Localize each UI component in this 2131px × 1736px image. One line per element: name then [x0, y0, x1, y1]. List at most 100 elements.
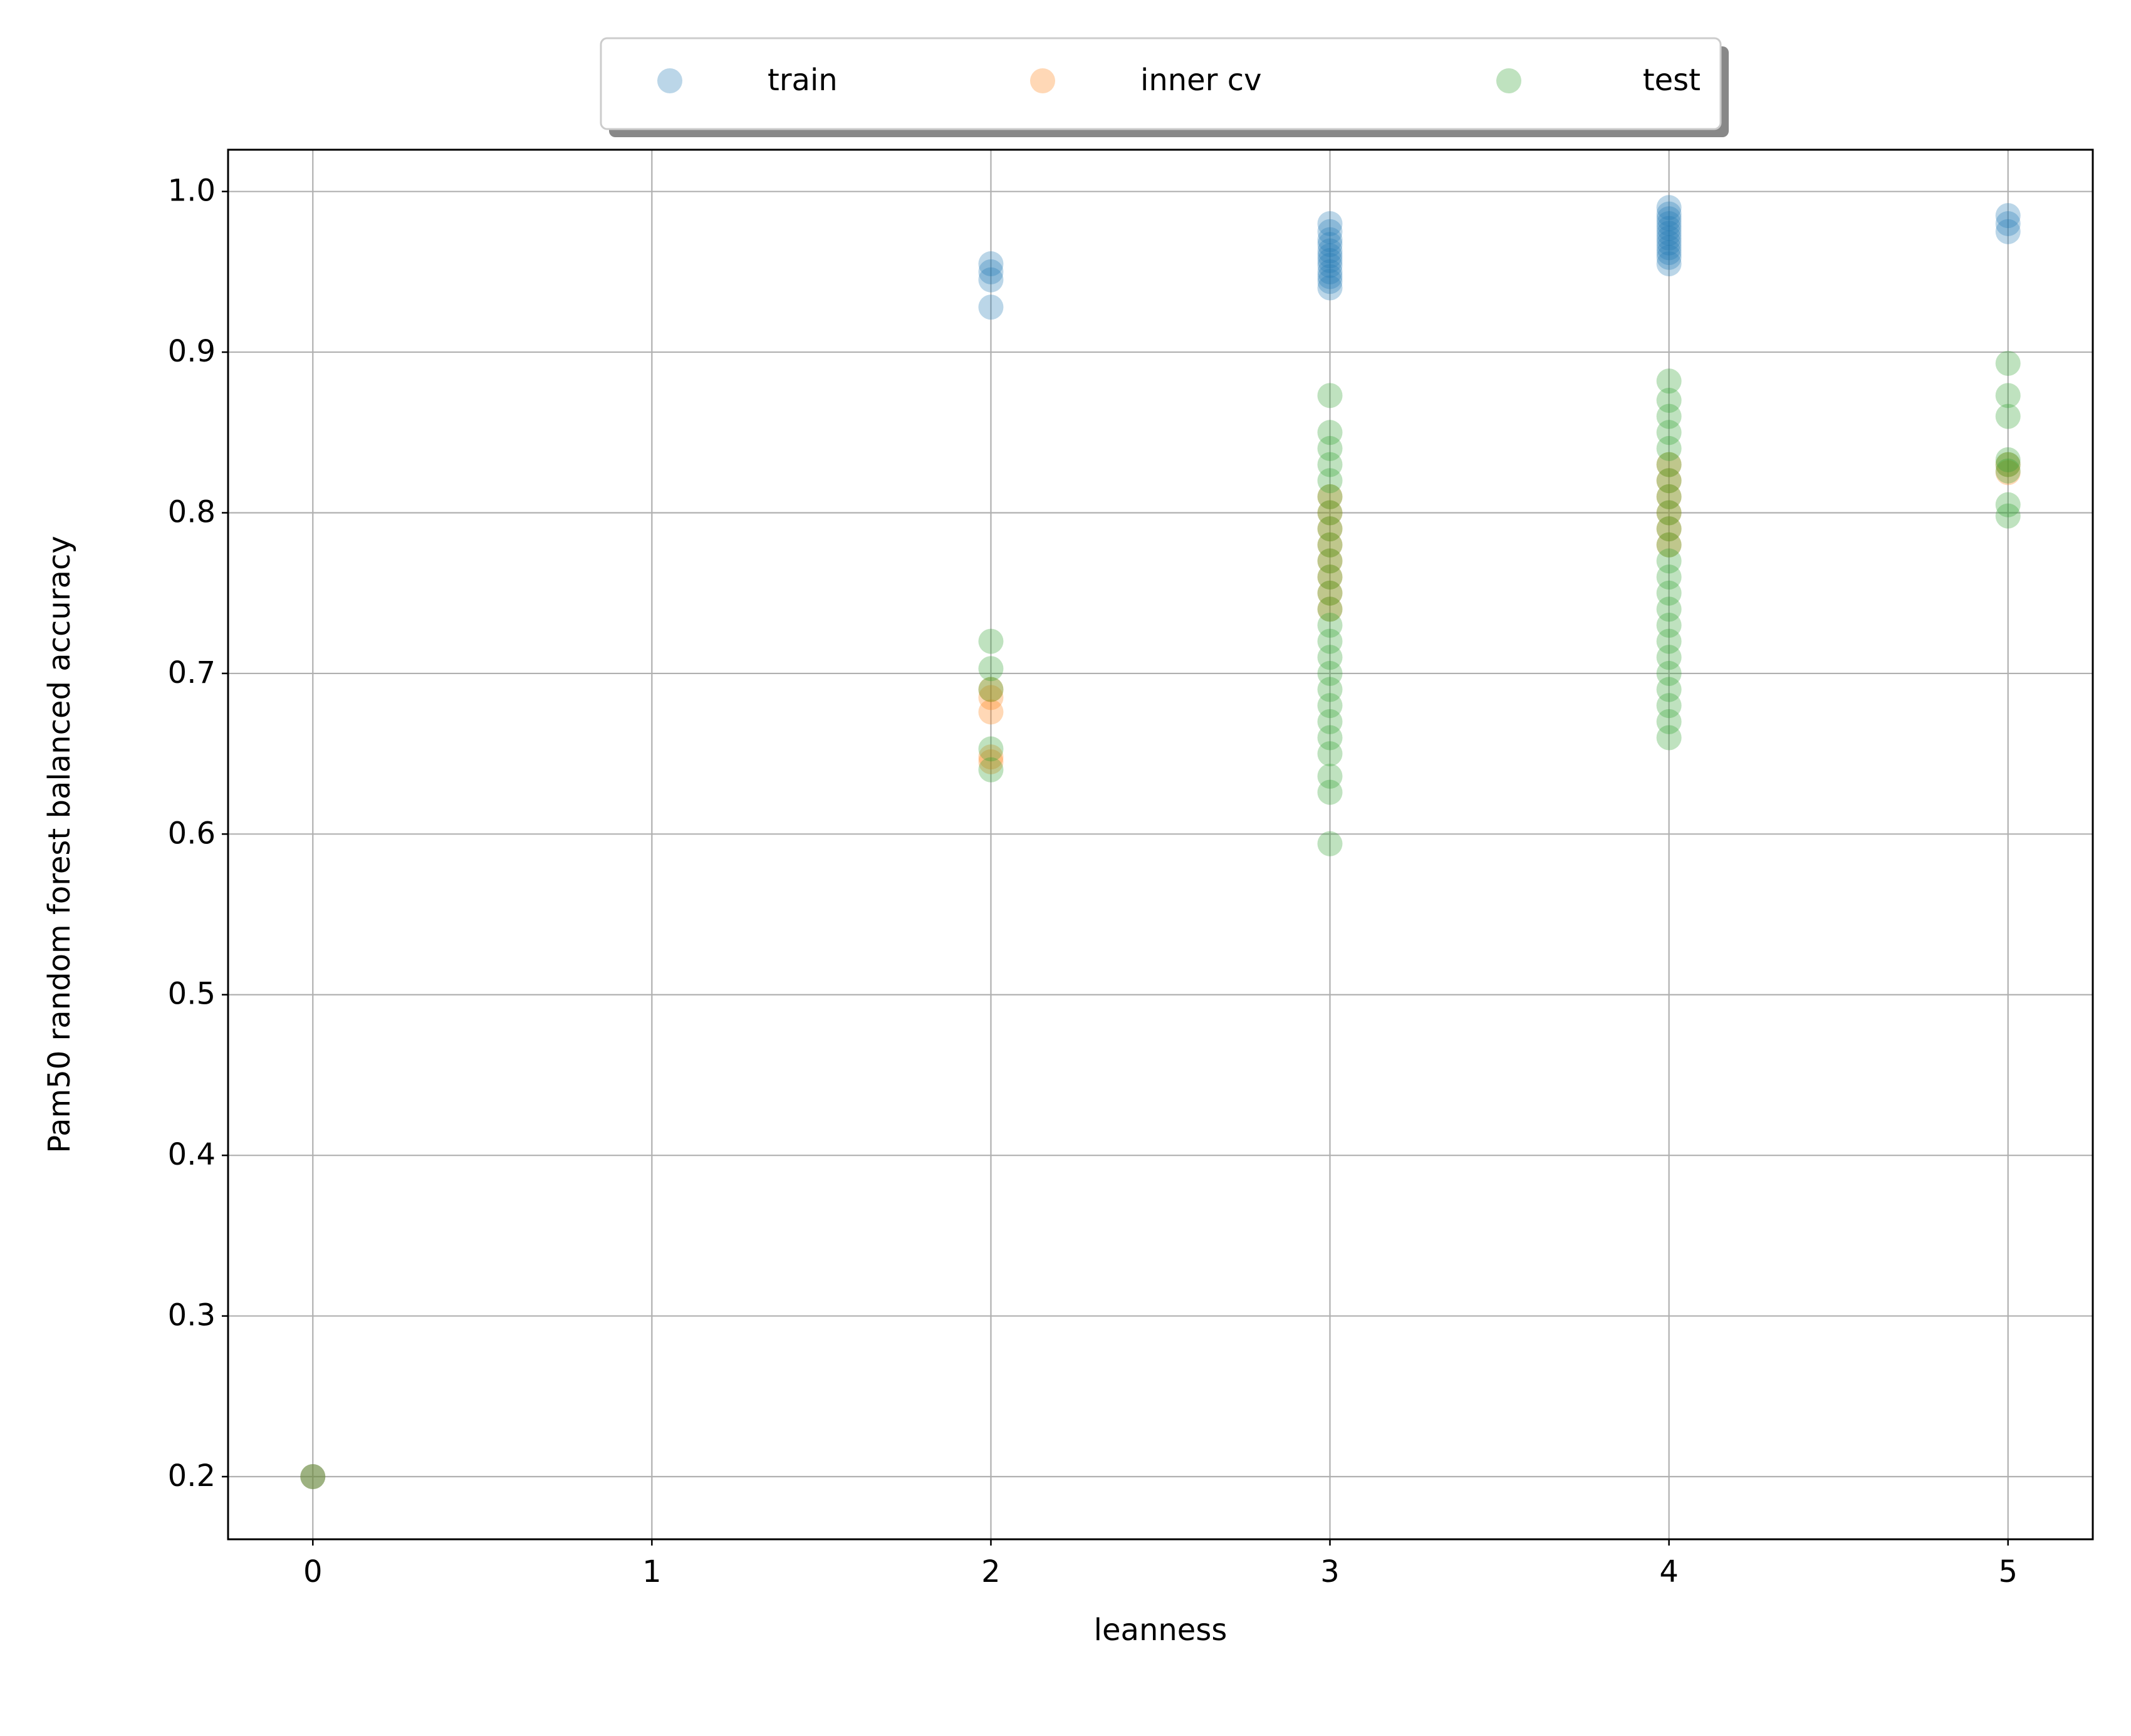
y-tick-label: 0.5: [168, 977, 216, 1012]
point: [978, 744, 1004, 770]
point: [1656, 564, 1682, 590]
point: [1656, 500, 1682, 526]
point: [1995, 383, 2021, 408]
point: [1656, 677, 1682, 702]
point: [1656, 596, 1682, 622]
point: [1995, 452, 2021, 477]
point: [1656, 628, 1682, 654]
point: [978, 685, 1004, 710]
point: [1317, 564, 1343, 590]
legend-label: inner cv: [1140, 63, 1262, 98]
point: [1317, 211, 1343, 236]
legend-entries: train inner cv test: [657, 63, 1701, 98]
point: [978, 251, 1004, 277]
point: [1995, 219, 2021, 244]
point: [1317, 548, 1343, 574]
point: [1317, 677, 1343, 702]
point: [1656, 452, 1682, 477]
point: [1317, 500, 1343, 526]
point: [1317, 628, 1343, 654]
x-tick-label: 2: [981, 1554, 1001, 1589]
point: [978, 656, 1004, 682]
point: [1995, 460, 2021, 486]
point: [1995, 492, 2021, 517]
point: [1656, 201, 1682, 227]
point: [978, 267, 1004, 293]
point: [1317, 227, 1343, 252]
point: [1656, 548, 1682, 574]
point: [1317, 532, 1343, 558]
point: [1317, 420, 1343, 445]
y-tick-label: 0.9: [168, 334, 216, 369]
point: [978, 699, 1004, 725]
point: [1656, 516, 1682, 542]
point: [1995, 452, 2021, 477]
legend-label: test: [1643, 63, 1701, 98]
point: [1656, 532, 1682, 558]
point: [1317, 564, 1343, 590]
y-tick-label: 0.6: [168, 816, 216, 851]
point: [978, 757, 1004, 782]
point: [1995, 403, 2021, 429]
point: [1317, 484, 1343, 509]
plot-frame: [227, 148, 2094, 1541]
point: [1317, 516, 1343, 542]
point: [1317, 660, 1343, 686]
points: [300, 195, 2021, 1489]
x-tick-label: 4: [1659, 1554, 1679, 1589]
y-tick-label: 0.8: [168, 495, 216, 530]
point: [1317, 243, 1343, 269]
point: [1317, 645, 1343, 670]
point: [1656, 420, 1682, 445]
point: [1317, 247, 1343, 273]
point: [1656, 206, 1682, 232]
point: [1317, 764, 1343, 789]
y-axis-label: Pam50 random forest balanced accuracy: [42, 536, 77, 1153]
point: [1656, 211, 1682, 236]
point: [1317, 468, 1343, 494]
point: [1317, 596, 1343, 622]
legend-label: train: [768, 63, 838, 98]
point: [1656, 468, 1682, 494]
point: [1656, 230, 1682, 256]
point: [1656, 484, 1682, 509]
point: [1317, 741, 1343, 767]
x-tick-label: 0: [303, 1554, 323, 1589]
point: [978, 736, 1004, 762]
legend: [600, 37, 1722, 130]
point: [1317, 269, 1343, 294]
point: [1317, 259, 1343, 284]
y-tick-label: 0.2: [168, 1458, 216, 1494]
point: [1317, 252, 1343, 278]
point: [978, 749, 1004, 774]
point: [1317, 580, 1343, 606]
point: [1656, 500, 1682, 526]
y-tick-label: 1.0: [168, 174, 216, 209]
point: [1317, 219, 1343, 244]
point: [1317, 232, 1343, 257]
point: [1656, 244, 1682, 270]
point: [1317, 484, 1343, 509]
legend-marker: [1496, 68, 1521, 93]
point: [1656, 240, 1682, 266]
point: [1656, 452, 1682, 477]
point: [1656, 612, 1682, 638]
point: [1656, 725, 1682, 751]
point: [300, 1463, 326, 1489]
point: [300, 1463, 326, 1489]
point: [1656, 435, 1682, 461]
x-axis-label: leanness: [1094, 1613, 1227, 1648]
point: [1317, 275, 1343, 301]
point: [1317, 596, 1343, 622]
ticks: 0 1 2 3 4 5 0.2 0.3 0.4 0.5 0.6 0.7 0.8 0.9 1.0: [168, 174, 2018, 1589]
point: [1317, 532, 1343, 558]
point: [1317, 612, 1343, 638]
point: [1317, 452, 1343, 477]
point: [1995, 447, 2021, 472]
point: [1656, 660, 1682, 686]
point: [1317, 831, 1343, 856]
point: [1656, 484, 1682, 509]
y-tick-label: 0.7: [168, 655, 216, 690]
